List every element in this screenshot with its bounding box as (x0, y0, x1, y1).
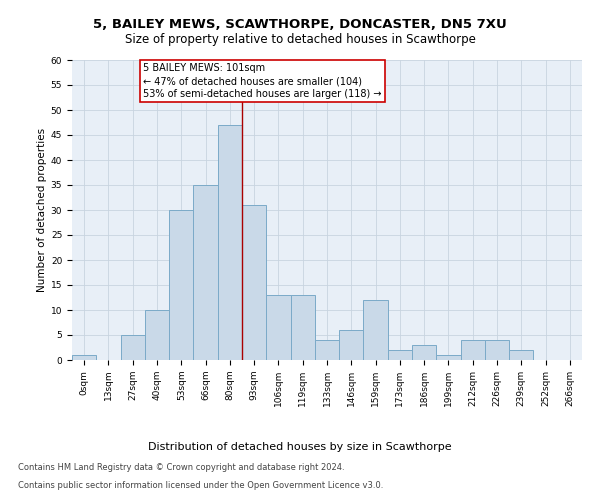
Bar (218, 125, 242, 360)
Text: Distribution of detached houses by size in Scawthorpe: Distribution of detached houses by size … (148, 442, 452, 452)
Bar (242, 205, 266, 360)
Y-axis label: Number of detached properties: Number of detached properties (37, 128, 47, 292)
Bar (436, 355, 461, 360)
Bar (72, 355, 96, 360)
Text: Contains public sector information licensed under the Open Government Licence v3: Contains public sector information licen… (18, 481, 383, 490)
Text: Contains HM Land Registry data © Crown copyright and database right 2024.: Contains HM Land Registry data © Crown c… (18, 464, 344, 472)
Bar (290, 295, 315, 360)
Text: 5 BAILEY MEWS: 101sqm
← 47% of detached houses are smaller (104)
53% of semi-det: 5 BAILEY MEWS: 101sqm ← 47% of detached … (143, 63, 382, 100)
Text: Size of property relative to detached houses in Scawthorpe: Size of property relative to detached ho… (125, 32, 475, 46)
Bar (485, 340, 509, 360)
Bar (266, 295, 290, 360)
Bar (193, 185, 218, 360)
Bar (412, 345, 436, 360)
Bar (461, 340, 485, 360)
Bar (169, 210, 193, 360)
Bar (121, 335, 145, 360)
Bar (364, 300, 388, 360)
Bar (315, 340, 339, 360)
Bar (145, 310, 169, 360)
Bar (388, 350, 412, 360)
Bar (509, 350, 533, 360)
Text: 5, BAILEY MEWS, SCAWTHORPE, DONCASTER, DN5 7XU: 5, BAILEY MEWS, SCAWTHORPE, DONCASTER, D… (93, 18, 507, 30)
Bar (339, 330, 364, 360)
